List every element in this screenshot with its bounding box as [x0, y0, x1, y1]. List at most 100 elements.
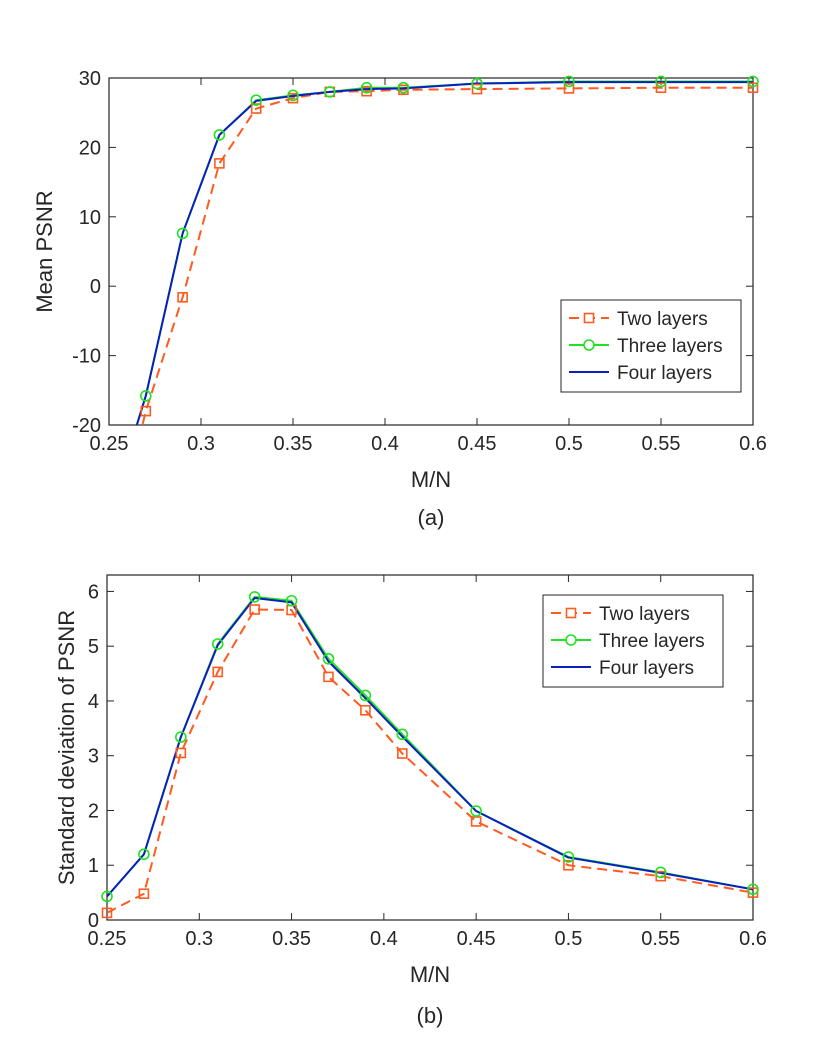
data-point-circle — [397, 81, 410, 94]
y-tick-label: 0 — [88, 910, 99, 932]
data-point-square — [655, 82, 667, 94]
panel-caption: (b) — [417, 1003, 444, 1028]
data-point-square — [140, 405, 152, 417]
x-tick-label: 0.45 — [457, 928, 496, 950]
y-axis-label: Standard deviation of PSNR — [54, 610, 79, 885]
data-point-circle — [176, 227, 189, 240]
data-point-circle — [213, 129, 226, 141]
x-tick-label: 0.25 — [88, 928, 127, 950]
data-point-circle — [470, 805, 482, 817]
data-point-circle — [250, 94, 263, 107]
legend-label: Three layers — [599, 631, 705, 652]
y-axis-label: Mean PSNR — [32, 190, 57, 312]
legend: Two layers Three layers Four layers — [542, 594, 724, 688]
y-tick-label: 0 — [90, 276, 101, 298]
legend-label: Two layers — [599, 604, 690, 625]
y-tick-label: 20 — [79, 137, 101, 159]
series-line-two-layers — [141, 86, 753, 425]
x-tick-label: 0.35 — [272, 928, 311, 950]
data-point-circle — [138, 848, 150, 861]
data-point-square — [655, 870, 667, 882]
x-tick-label: 0.25 — [90, 433, 129, 455]
x-tick-label: 0.55 — [642, 433, 681, 455]
legend: Two layers Three layers Four layers — [560, 299, 742, 393]
data-point-circle — [396, 728, 409, 741]
data-point-circle — [175, 731, 187, 743]
panel-caption: (a) — [418, 505, 445, 530]
data-point-square — [249, 604, 260, 615]
data-point-circle — [360, 81, 373, 94]
data-point-circle — [563, 75, 575, 88]
x-tick-label: 0.35 — [274, 433, 313, 455]
y-tick-label: 3 — [88, 746, 99, 768]
data-point-circle — [287, 89, 299, 102]
data-point-square — [177, 292, 188, 303]
data-point-circle — [562, 851, 575, 863]
data-point-square — [101, 907, 113, 919]
x-tick-label: 0.55 — [641, 928, 680, 950]
legend-label: Two layers — [617, 309, 708, 330]
data-point-square — [212, 666, 224, 678]
x-tick-label: 0.6 — [739, 928, 767, 950]
series-group — [135, 80, 753, 425]
data-point-square — [175, 747, 187, 759]
legend-marker-square — [565, 607, 577, 619]
data-point-square — [323, 671, 334, 683]
x-tick-label: 0.5 — [555, 433, 583, 455]
chart-panel-b: 0.25 0.3 0.35 0.4 0.45 0.5 0.55 0.6 0 1 2 3 4 5 6 M/N St… — [54, 574, 767, 1028]
legend-marker-circle — [583, 339, 595, 351]
data-point-circle — [471, 77, 483, 90]
data-point-circle — [211, 638, 224, 650]
y-tick-label: 10 — [79, 207, 101, 229]
legend-marker-circle — [565, 634, 577, 646]
x-tick-label: 0.4 — [371, 433, 399, 455]
y-tick-label: -10 — [72, 346, 101, 368]
x-tick-label: 0.5 — [555, 928, 583, 950]
data-point-square — [360, 704, 371, 716]
data-point-circle — [747, 883, 759, 896]
data-point-square — [138, 888, 150, 900]
y-tick-label: 4 — [88, 691, 99, 713]
x-tick-label: 0.3 — [185, 928, 213, 950]
series-line-four-layers — [107, 597, 753, 898]
legend-marker-square — [583, 312, 595, 324]
legend-label: Four layers — [599, 658, 694, 679]
series-line-four-layers — [135, 81, 753, 425]
x-axis-label: M/N — [411, 467, 451, 492]
x-axis-label: M/N — [410, 962, 450, 987]
x-tick-label: 0.6 — [739, 433, 767, 455]
data-point-circle — [285, 594, 298, 607]
y-tick-label: 6 — [88, 581, 99, 603]
data-point-square — [471, 83, 483, 95]
data-point-circle — [322, 652, 335, 665]
legend-label: Four layers — [617, 363, 712, 384]
data-point-square — [470, 816, 482, 827]
data-point-circle — [248, 591, 261, 603]
chart-panel-a: 0.25 0.3 0.35 0.4 0.45 0.5 0.55 0.6 -20 -10 0 10 20 3… — [32, 68, 767, 530]
data-point-circle — [323, 86, 336, 98]
data-point-square — [397, 748, 408, 759]
data-point-circle — [359, 689, 372, 702]
x-tick-label: 0.45 — [458, 433, 497, 455]
data-point-square — [250, 103, 262, 114]
data-point-square — [563, 859, 574, 871]
data-point-circle — [654, 866, 667, 879]
series-line-two-layers — [107, 608, 753, 914]
y-tick-label: 5 — [88, 636, 99, 658]
y-tick-label: -20 — [72, 415, 101, 437]
x-tick-label: 0.3 — [187, 433, 215, 455]
y-tick-label: 30 — [79, 68, 101, 90]
x-tick-label: 0.4 — [370, 928, 398, 950]
y-tick-label: 1 — [88, 855, 99, 877]
data-point-circle — [655, 75, 667, 88]
data-point-circle — [747, 75, 759, 88]
data-point-square — [214, 158, 225, 169]
data-point-circle — [101, 890, 113, 903]
data-point-circle — [140, 390, 152, 402]
data-point-square — [747, 82, 759, 94]
legend-label: Three layers — [617, 336, 723, 357]
y-tick-label: 2 — [88, 800, 99, 822]
series-group — [107, 595, 753, 914]
data-point-square — [563, 83, 575, 94]
